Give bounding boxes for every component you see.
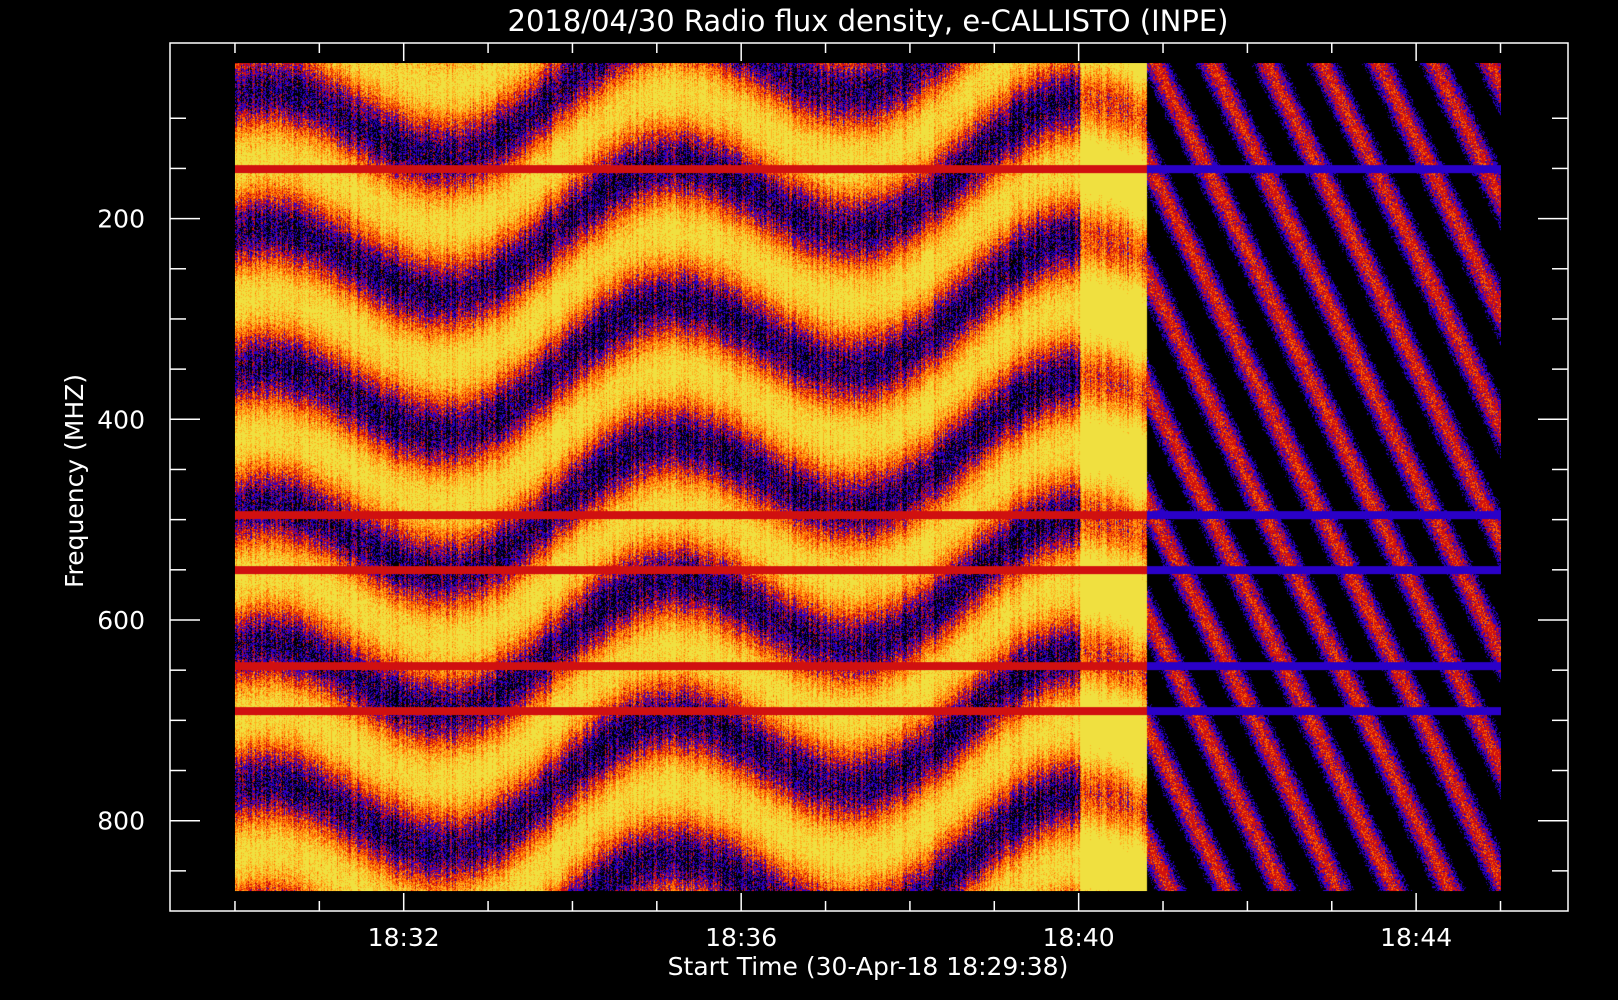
plot-frame [169,42,1569,912]
chart-title: 2018/04/30 Radio flux density, e-CALLIST… [508,4,1229,38]
x-tick-label: 18:40 [1043,923,1115,952]
x-tick-label: 18:32 [368,923,440,952]
y-tick-label: 800 [97,807,145,836]
x-tick-label: 18:36 [705,923,777,952]
x-axis-label: Start Time (30-Apr-18 18:29:38) [668,952,1069,981]
y-axis-label: Frequency (MHZ) [60,374,89,588]
y-tick-label: 400 [97,405,145,434]
plot-area: 18:32 18:36 18:40 18:44 200 400 600 800 [97,42,1569,952]
y-tick-label: 200 [97,205,145,234]
y-axis-ticks: 200 400 600 800 [97,117,1568,872]
spectrogram-heatmap [234,63,1501,892]
x-tick-label: 18:44 [1380,923,1452,952]
y-tick-label: 600 [97,606,145,635]
x-axis-ticks: 18:32 18:36 18:40 18:44 [234,43,1502,952]
